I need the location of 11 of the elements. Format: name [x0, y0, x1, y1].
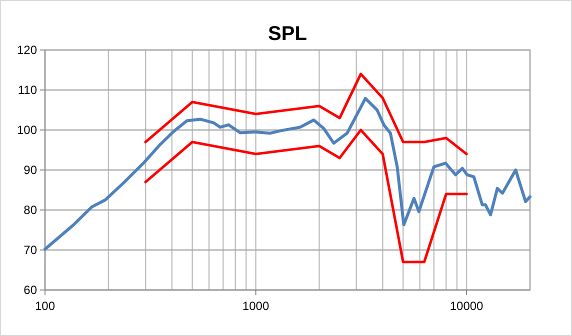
x-tick-label: 1000: [242, 299, 270, 313]
x-tick-label: 100: [34, 299, 56, 313]
y-tick-label: 60: [24, 283, 38, 297]
x-tick-label: 10000: [450, 299, 484, 313]
chart-title: SPL: [268, 23, 307, 45]
y-tick-label: 90: [24, 163, 38, 177]
y-tick-label: 70: [24, 243, 38, 257]
y-tick-label: 100: [16, 123, 38, 137]
y-tick-label: 80: [24, 203, 38, 217]
y-tick-label: 110: [18, 83, 38, 97]
y-tick-label: 120: [16, 43, 38, 57]
